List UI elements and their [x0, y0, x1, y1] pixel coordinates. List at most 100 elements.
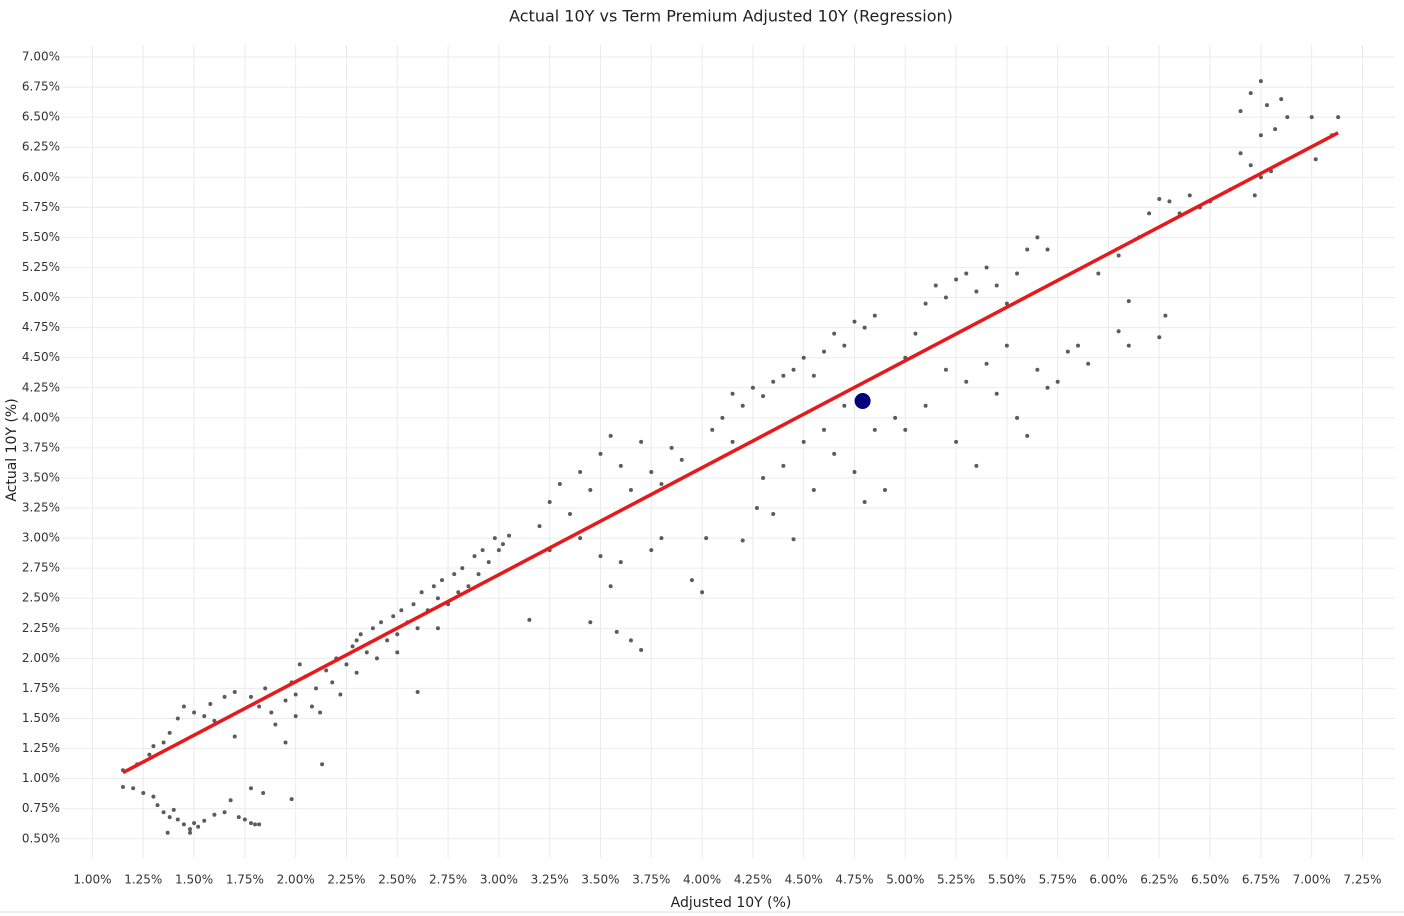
- y-tick-label: 6.00%: [22, 170, 60, 184]
- point: [1045, 247, 1050, 252]
- point: [480, 548, 485, 553]
- point: [801, 439, 806, 444]
- point: [628, 487, 633, 492]
- point: [181, 704, 186, 709]
- point: [161, 740, 166, 745]
- point: [192, 710, 197, 715]
- point: [1065, 349, 1070, 354]
- point: [248, 821, 253, 826]
- point: [598, 451, 603, 456]
- point: [852, 469, 857, 474]
- point: [165, 830, 170, 835]
- y-tick-label: 3.00%: [22, 531, 60, 545]
- point: [395, 632, 400, 637]
- point: [391, 614, 396, 619]
- point: [913, 331, 918, 336]
- point: [147, 752, 152, 757]
- point: [771, 512, 776, 517]
- point: [167, 730, 172, 735]
- point: [228, 798, 233, 803]
- point: [370, 626, 375, 631]
- point: [439, 578, 444, 583]
- point: [460, 566, 465, 571]
- y-tick-label: 5.25%: [22, 260, 60, 274]
- highlight-point: [854, 392, 871, 409]
- point: [1045, 385, 1050, 390]
- point: [1264, 103, 1269, 108]
- point: [257, 822, 262, 827]
- y-tick-label: 7.00%: [22, 50, 60, 64]
- x-tick-label: 1.50%: [175, 873, 213, 887]
- point: [320, 762, 325, 767]
- point: [1285, 115, 1290, 120]
- y-tick-label: 1.50%: [22, 711, 60, 725]
- point: [659, 536, 664, 541]
- y-tick-label: 6.25%: [22, 140, 60, 154]
- point: [1248, 163, 1253, 168]
- point: [131, 786, 136, 791]
- y-tick-label: 5.75%: [22, 200, 60, 214]
- point: [208, 702, 213, 707]
- point: [411, 602, 416, 607]
- point: [618, 560, 623, 565]
- point: [811, 373, 816, 378]
- point: [354, 638, 359, 643]
- x-tick-label: 3.50%: [581, 873, 619, 887]
- point: [984, 265, 989, 270]
- point: [354, 670, 359, 675]
- point: [364, 650, 369, 655]
- point: [994, 391, 999, 396]
- point: [1096, 271, 1101, 276]
- point: [608, 433, 613, 438]
- point: [120, 785, 125, 790]
- point: [903, 427, 908, 432]
- point: [1163, 313, 1168, 318]
- point: [943, 295, 948, 300]
- point: [842, 343, 847, 348]
- point: [754, 506, 759, 511]
- y-tick-label: 4.25%: [22, 380, 60, 394]
- y-tick-label: 2.25%: [22, 621, 60, 635]
- point: [689, 578, 694, 583]
- point: [309, 704, 314, 709]
- point: [872, 313, 877, 318]
- point: [822, 349, 827, 354]
- point: [358, 632, 363, 637]
- point: [374, 656, 379, 661]
- x-tick-label: 7.25%: [1343, 873, 1381, 887]
- x-tick-label: 4.00%: [683, 873, 721, 887]
- point: [171, 807, 176, 812]
- point: [1025, 247, 1030, 252]
- point: [175, 817, 180, 822]
- point: [385, 638, 390, 643]
- point: [1025, 433, 1030, 438]
- y-tick-label: 0.75%: [22, 801, 60, 815]
- point: [283, 740, 288, 745]
- point: [379, 620, 384, 625]
- point: [141, 791, 146, 796]
- y-axis-title: Actual 10Y (%): [4, 398, 20, 501]
- point: [500, 542, 505, 547]
- point: [547, 500, 552, 505]
- point: [974, 289, 979, 294]
- point: [842, 403, 847, 408]
- x-tick-label: 1.00%: [73, 873, 111, 887]
- point: [984, 361, 989, 366]
- point: [188, 830, 193, 835]
- point: [269, 710, 274, 715]
- point: [954, 439, 959, 444]
- point: [507, 533, 512, 538]
- point: [578, 469, 583, 474]
- point: [1126, 343, 1131, 348]
- point: [791, 537, 796, 542]
- point: [1015, 271, 1020, 276]
- point: [614, 629, 619, 634]
- point: [1238, 109, 1243, 114]
- point: [222, 694, 227, 699]
- point: [1126, 299, 1131, 304]
- point: [419, 590, 424, 595]
- y-tick-label: 1.25%: [22, 741, 60, 755]
- point: [283, 698, 288, 703]
- point: [324, 668, 329, 673]
- x-tick-label: 4.50%: [785, 873, 823, 887]
